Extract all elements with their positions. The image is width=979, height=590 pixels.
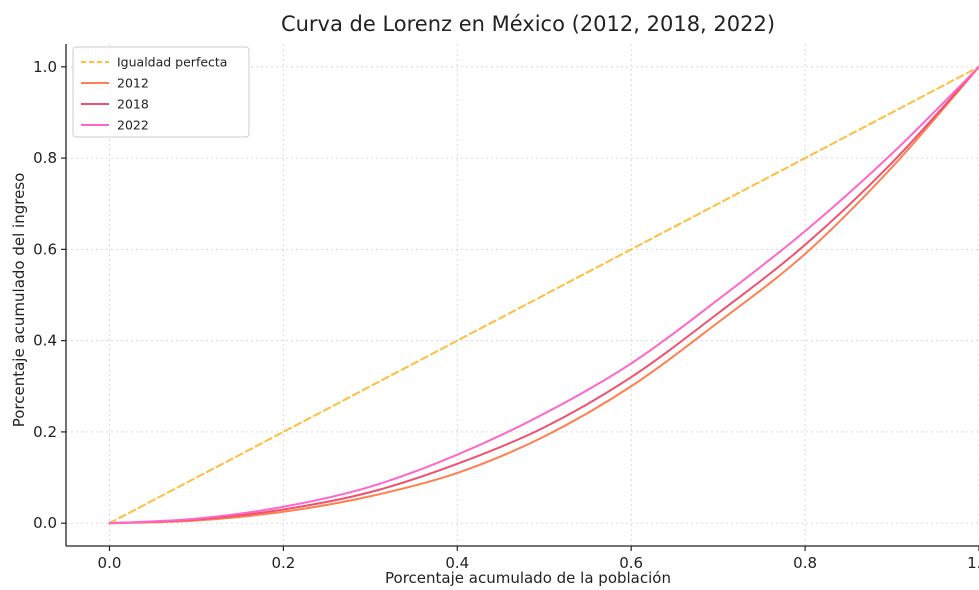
x-tick-label: 1.0 [967, 554, 979, 572]
y-tick-label: 0.4 [33, 332, 57, 350]
series-lines [108, 65, 979, 525]
series-line-2012 [108, 65, 979, 525]
x-tick-label: 0.2 [271, 554, 295, 572]
y-tick-label: 0.2 [33, 423, 57, 441]
legend-label: Igualdad perfecta [117, 55, 227, 70]
series-line-2022 [108, 65, 979, 525]
x-tick-label: 0.6 [619, 554, 643, 572]
legend-label: 2022 [117, 118, 149, 133]
legend-box [72, 46, 250, 138]
axes [65, 44, 979, 547]
legend-label: 2018 [117, 97, 149, 112]
y-tick-label: 0.6 [33, 240, 57, 258]
y-axis-title: Porcentaje acumulado del ingreso [10, 173, 28, 428]
legend-label: 2012 [117, 76, 149, 91]
x-tick-label: 0.8 [793, 554, 817, 572]
legend: Igualdad perfecta 2012 2018 2022 [72, 46, 250, 138]
tick-labels: 0.0 0.2 0.4 0.6 0.8 1.0 0.0 0.2 0.4 0.6 0.8 1.0 [33, 58, 979, 572]
chart-title: Curva de Lorenz en México (2012, 2018, 2… [281, 12, 775, 36]
y-tick-label: 0.0 [33, 514, 57, 532]
x-axis-title: Porcentaje acumulado de la población [385, 569, 671, 587]
grid [66, 44, 979, 546]
y-tick-label: 1.0 [33, 58, 57, 76]
x-tick-label: 0.0 [98, 554, 122, 572]
y-tick-label: 0.8 [33, 149, 57, 167]
x-tick-label: 0.4 [445, 554, 469, 572]
series-line-2018 [108, 65, 979, 525]
series-line-igualdad-perfecta [108, 65, 979, 525]
